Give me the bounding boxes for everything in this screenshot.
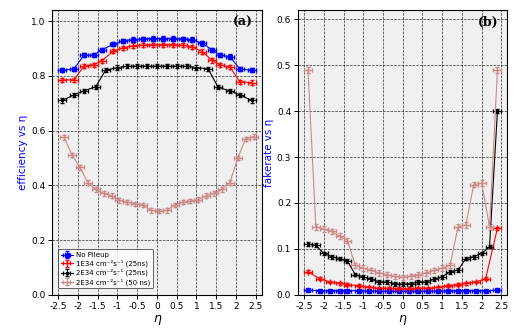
Y-axis label: fakerate vs η: fakerate vs η [264, 118, 274, 187]
Legend: No Pileup, 1E34 cm⁻²s⁻¹ (25ns), 2E34 cm⁻²s⁻¹ (25ns), 2E34 cm⁻²s⁻¹ (50 ns): No Pileup, 1E34 cm⁻²s⁻¹ (25ns), 2E34 cm⁻… [58, 249, 153, 288]
X-axis label: η: η [399, 312, 407, 325]
Text: (a): (a) [233, 16, 253, 29]
X-axis label: η: η [153, 312, 161, 325]
Text: (b): (b) [479, 16, 499, 29]
Y-axis label: efficiency vs η: efficiency vs η [18, 115, 28, 190]
